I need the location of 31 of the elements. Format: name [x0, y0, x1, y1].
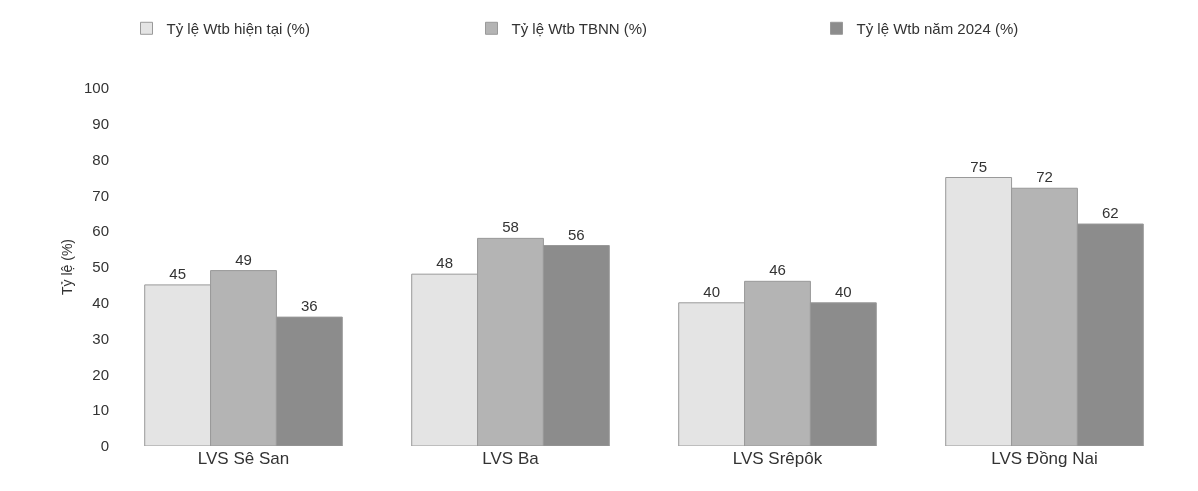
y-tick-label: 80: [92, 150, 109, 168]
data-label: 48: [436, 254, 453, 272]
data-label: 72: [1036, 168, 1053, 186]
data-label: 46: [769, 261, 786, 279]
x-tick-label: LVS Sê San: [197, 449, 290, 468]
x-tick-label: LVS Srêpôk: [732, 449, 823, 468]
y-tick-label: 20: [92, 365, 109, 383]
data-label: 40: [835, 282, 852, 300]
y-tick-label: 40: [92, 294, 109, 312]
data-label: 49: [235, 250, 252, 268]
data-label: 45: [169, 264, 186, 282]
legend-label: Tỷ lệ Wtb năm 2024 (%): [856, 20, 1019, 38]
x-tick-label: LVS Ba: [482, 449, 540, 468]
x-tick-label: LVS Đồng Nai: [991, 449, 1098, 468]
y-tick-label: 70: [92, 186, 109, 204]
data-label: 36: [301, 297, 318, 315]
legend-label: Tỷ lệ Wtb TBNN (%): [511, 20, 648, 38]
y-axis-title: Tỷ lệ (%): [59, 239, 75, 295]
data-label: 40: [703, 282, 720, 300]
y-tick-label: 30: [92, 329, 109, 347]
y-tick-label: 0: [100, 437, 109, 455]
y-tick-label: 100: [83, 79, 109, 97]
data-label: 62: [1102, 204, 1119, 222]
y-tick-label: 60: [92, 222, 109, 240]
y-tick-label: 50: [92, 258, 109, 276]
y-tick-label: 90: [92, 115, 109, 133]
data-label: 75: [970, 157, 987, 175]
y-tick-label: 10: [92, 401, 109, 419]
data-label: 58: [502, 218, 519, 236]
data-label: 56: [568, 225, 585, 243]
legend-label: Tỷ lệ Wtb hiện tại (%): [166, 20, 310, 38]
